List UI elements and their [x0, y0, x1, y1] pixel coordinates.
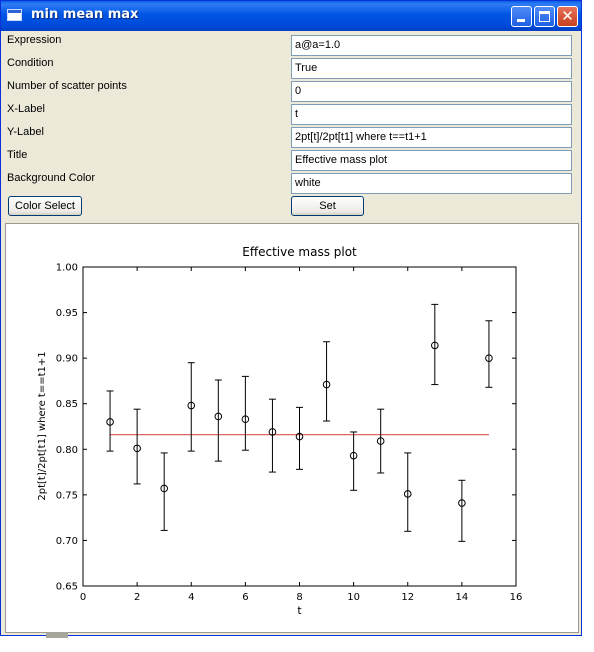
x-tick-label-16: 16 — [510, 592, 523, 603]
x-tick-label-8: 8 — [296, 592, 302, 603]
taskbar-fragment — [46, 632, 68, 638]
y-label-input[interactable]: 2pt[t]/2pt[t1] where t==t1+1 — [291, 127, 572, 148]
y-tick-label-5: 0.90 — [56, 354, 78, 365]
form-row-condition: Condition True — [5, 57, 573, 80]
effective-mass-chart: Effective mass plot t 2pt[t]/2pt[t1] whe… — [37, 245, 523, 617]
y-tick-label-0: 0.65 — [56, 582, 78, 593]
x-tick-label-2: 2 — [134, 592, 140, 603]
window-icon — [7, 9, 22, 21]
expression-input[interactable]: a@a=1.0 — [291, 35, 572, 56]
y-tick-label-7: 1.00 — [56, 263, 78, 274]
form-row-title: Title Effective mass plot — [5, 149, 573, 172]
data-point-2 — [133, 444, 141, 453]
title-label: Title — [7, 149, 28, 161]
x-tick-label-14: 14 — [456, 592, 469, 603]
close-icon: ✕ — [561, 7, 574, 25]
maximize-button[interactable] — [534, 6, 555, 27]
x-tick-label-0: 0 — [80, 592, 86, 603]
y-tick-label-2: 0.75 — [56, 490, 78, 501]
data-point-1 — [106, 418, 114, 426]
x-tick-label-4: 4 — [188, 592, 194, 603]
form-row-scatter-points: Number of scatter points 0 — [5, 80, 573, 103]
x-tick-label-10: 10 — [347, 592, 360, 603]
chart-title: Effective mass plot — [242, 245, 357, 259]
y-axis-label: 2pt[t]/2pt[t1] where t==t1+1 — [37, 351, 48, 500]
y-tick-label-6: 0.95 — [56, 308, 78, 319]
scatter-points-input[interactable]: 0 — [291, 81, 572, 102]
maximize-icon — [539, 11, 550, 22]
close-button[interactable]: ✕ — [557, 6, 578, 27]
window-title: min mean max — [31, 7, 139, 22]
data-point-8 — [295, 432, 304, 441]
data-point-5 — [214, 412, 223, 421]
condition-label: Condition — [7, 57, 54, 69]
data-point-10 — [349, 451, 358, 460]
minimize-button[interactable] — [511, 6, 532, 27]
y-tick-label-1: 0.70 — [56, 536, 78, 547]
title-input[interactable]: Effective mass plot — [291, 150, 572, 171]
y-tick-label-4: 0.85 — [56, 399, 78, 410]
data-point-14 — [458, 499, 466, 507]
condition-input[interactable]: True — [291, 58, 572, 79]
form-row-x-label: X-Label t — [5, 103, 573, 126]
data-point-13 — [431, 341, 439, 350]
color-select-button[interactable]: Color Select — [8, 196, 82, 216]
form-row-y-label: Y-Label 2pt[t]/2pt[t1] where t==t1+1 — [5, 126, 573, 149]
set-button[interactable]: Set — [291, 196, 364, 216]
scatter-points-label: Number of scatter points — [7, 80, 127, 92]
data-point-3 — [160, 484, 168, 493]
title-bar[interactable]: min mean max ✕ — [1, 1, 581, 31]
x-axis-label: t — [297, 604, 302, 617]
y-tick-label-3: 0.80 — [56, 445, 78, 456]
app-window: min mean max ✕ Expression a@a=1.0 Condit… — [0, 0, 582, 636]
data-point-4 — [187, 401, 196, 410]
data-point-12 — [403, 490, 412, 498]
expression-label: Expression — [7, 34, 62, 46]
data-point-6 — [241, 415, 250, 424]
minimize-icon — [517, 19, 525, 22]
x-label-label: X-Label — [7, 103, 45, 115]
x-tick-label-6: 6 — [242, 592, 248, 603]
background-color-label: Background Color — [7, 172, 96, 184]
plot-panel: Effective mass plot t 2pt[t]/2pt[t1] whe… — [5, 223, 579, 633]
background-color-input[interactable]: white — [291, 173, 572, 194]
y-label-label: Y-Label — [7, 126, 44, 138]
x-tick-label-12: 12 — [401, 592, 414, 603]
data-point-7 — [268, 428, 277, 436]
data-point-9 — [322, 380, 331, 389]
form-row-expression: Expression a@a=1.0 — [5, 34, 573, 57]
x-label-input[interactable]: t — [291, 104, 572, 125]
data-point-11 — [376, 437, 385, 445]
data-point-15 — [485, 354, 493, 362]
form-row-background-color: Background Color white — [5, 172, 573, 195]
